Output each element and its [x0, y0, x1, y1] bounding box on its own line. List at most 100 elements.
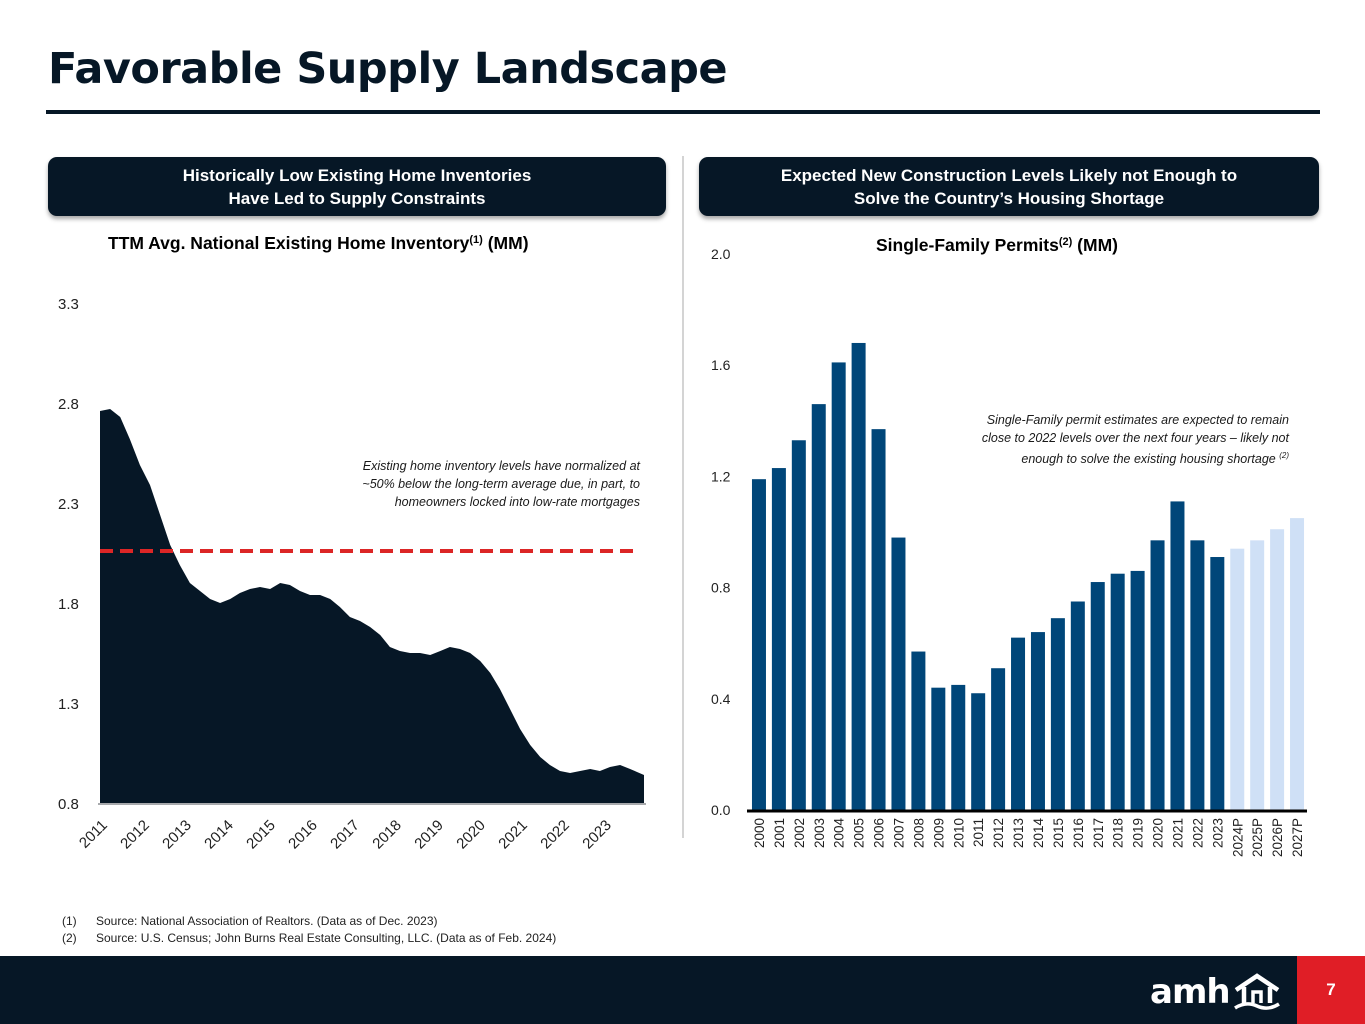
- panel-divider: [682, 156, 684, 838]
- x-tick-label: 2012: [991, 818, 1006, 848]
- permits-annotation: Single-Family permit estimates are expec…: [960, 411, 1289, 468]
- left-panel-banner: Historically Low Existing Home Inventori…: [48, 157, 666, 216]
- inventory-chart-title-text: TTM Avg. National Existing Home Inventor…: [108, 233, 470, 253]
- bar-actual: [831, 362, 846, 810]
- x-tick-label: 2003: [812, 818, 827, 848]
- y-tick-label: 1.8: [58, 596, 79, 613]
- bar-projected: [1230, 548, 1245, 810]
- x-tick-label: 2013: [159, 817, 195, 853]
- x-tick-label: 2027P: [1290, 818, 1305, 857]
- x-tick-label: 2023: [579, 817, 615, 853]
- bar-actual: [1070, 601, 1085, 810]
- y-tick-label: 2.0: [711, 246, 731, 262]
- x-tick-label: 2026P: [1270, 818, 1285, 857]
- bar-actual: [1011, 637, 1026, 810]
- bar-actual: [811, 404, 826, 810]
- bar-actual: [1130, 570, 1145, 810]
- bar-actual: [1190, 540, 1205, 810]
- y-tick-label: 1.3: [58, 696, 79, 713]
- footnote-text: Source: National Association of Realtors…: [96, 914, 438, 928]
- inventory-area: [100, 409, 644, 803]
- bar-actual: [991, 668, 1006, 810]
- y-tick-label: 0.4: [711, 691, 731, 707]
- x-tick-label: 2015: [1051, 818, 1066, 848]
- x-tick-label: 2006: [872, 818, 887, 848]
- x-tick-label: 2014: [201, 817, 237, 853]
- footnote-2: (2) Source: U.S. Census; John Burns Real…: [62, 930, 556, 947]
- right-panel-banner: Expected New Construction Levels Likely …: [699, 157, 1319, 216]
- bar-projected: [1270, 529, 1285, 810]
- bar-actual: [1210, 557, 1225, 810]
- footnote-number: (1): [62, 914, 77, 928]
- bar-actual: [791, 440, 806, 810]
- permits-chart-footnote-ref: (2): [1058, 236, 1073, 248]
- x-tick-label: 2017: [1091, 818, 1106, 848]
- permits-annotation-text: Single-Family permit estimates are expec…: [981, 413, 1289, 466]
- page-number: 7: [1297, 956, 1365, 1024]
- x-tick-label: 2015: [243, 817, 279, 853]
- bar-actual: [1050, 618, 1065, 810]
- x-tick-label: 2004: [832, 818, 847, 849]
- permits-annotation-footnote-ref: (2): [1279, 451, 1289, 460]
- bar-actual: [1030, 632, 1045, 810]
- permits-chart-title-text: Single-Family Permits: [876, 235, 1059, 255]
- house-icon: [1233, 973, 1280, 1010]
- bar-actual: [751, 479, 766, 810]
- left-banner-line-1: Historically Low Existing Home Inventori…: [182, 165, 532, 185]
- y-tick-label: 0.8: [58, 796, 79, 813]
- left-banner-line-2: Have Led to Supply Constraints: [228, 188, 486, 208]
- y-tick-label: 2.3: [58, 496, 79, 513]
- amh-logo: amh: [1150, 970, 1282, 1014]
- inventory-chart-unit: (MM): [487, 233, 529, 253]
- bar-actual: [951, 684, 966, 810]
- x-tick-label: 2021: [495, 817, 531, 853]
- bar-actual: [891, 537, 906, 810]
- y-tick-label: 0.0: [711, 802, 731, 818]
- x-tick-label: 2009: [931, 818, 946, 848]
- footnote-number: (2): [62, 931, 77, 945]
- bar-actual: [1090, 582, 1105, 810]
- footnote-1: (1) Source: National Association of Real…: [62, 913, 556, 930]
- x-tick-label: 2010: [951, 818, 966, 848]
- bar-projected: [1250, 540, 1265, 810]
- title-divider: [46, 110, 1320, 114]
- bar-actual: [771, 468, 786, 810]
- x-tick-label: 2019: [1131, 818, 1146, 848]
- x-tick-label: 2002: [792, 818, 807, 848]
- x-tick-label: 2018: [369, 817, 405, 853]
- x-tick-label: 2021: [1170, 818, 1185, 848]
- inventory-chart-footnote-ref: (1): [469, 234, 483, 246]
- bar-actual: [1150, 540, 1165, 810]
- y-tick-label: 1.6: [711, 357, 731, 373]
- right-banner-line-1: Expected New Construction Levels Likely …: [780, 165, 1238, 185]
- x-tick-label: 2012: [117, 817, 153, 853]
- y-tick-label: 3.3: [58, 296, 79, 313]
- bar-actual: [851, 342, 866, 810]
- x-tick-label: 2001: [772, 818, 787, 848]
- inventory-chart-title: TTM Avg. National Existing Home Inventor…: [108, 233, 529, 254]
- x-tick-label: 2020: [1151, 818, 1166, 848]
- y-tick-label: 1.2: [711, 468, 731, 484]
- x-tick-label: 2016: [1071, 818, 1086, 848]
- bar-projected: [1290, 518, 1305, 810]
- permits-chart-title: Single-Family Permits(2) (MM): [876, 235, 1118, 256]
- permits-bar-chart: 0.0 0.4 0.8 1.2 1.6 2.0 2000 2001 2002 2003 2004 20…: [711, 246, 1307, 857]
- x-tick-label: 2008: [911, 818, 926, 848]
- x-tick-label: 2025P: [1250, 818, 1265, 857]
- x-tick-label: 2013: [1011, 818, 1026, 848]
- x-tick-label: 2011: [76, 817, 111, 852]
- footnote-text: Source: U.S. Census; John Burns Real Est…: [96, 931, 557, 945]
- x-tick-label: 2024P: [1230, 818, 1245, 857]
- bar-actual: [971, 693, 986, 810]
- bar-actual: [871, 429, 886, 810]
- footnotes: (1) Source: National Association of Real…: [62, 913, 556, 947]
- footer-bar: [0, 956, 1365, 1024]
- inventory-annotation: Existing home inventory levels have norm…: [362, 459, 640, 509]
- bar-actual: [1110, 573, 1125, 810]
- x-tick-label: 2011: [971, 818, 986, 847]
- x-tick-label: 2019: [411, 817, 447, 853]
- x-tick-label: 2020: [453, 817, 489, 853]
- x-tick-label: 2018: [1111, 818, 1126, 848]
- x-tick-label: 2005: [852, 818, 867, 848]
